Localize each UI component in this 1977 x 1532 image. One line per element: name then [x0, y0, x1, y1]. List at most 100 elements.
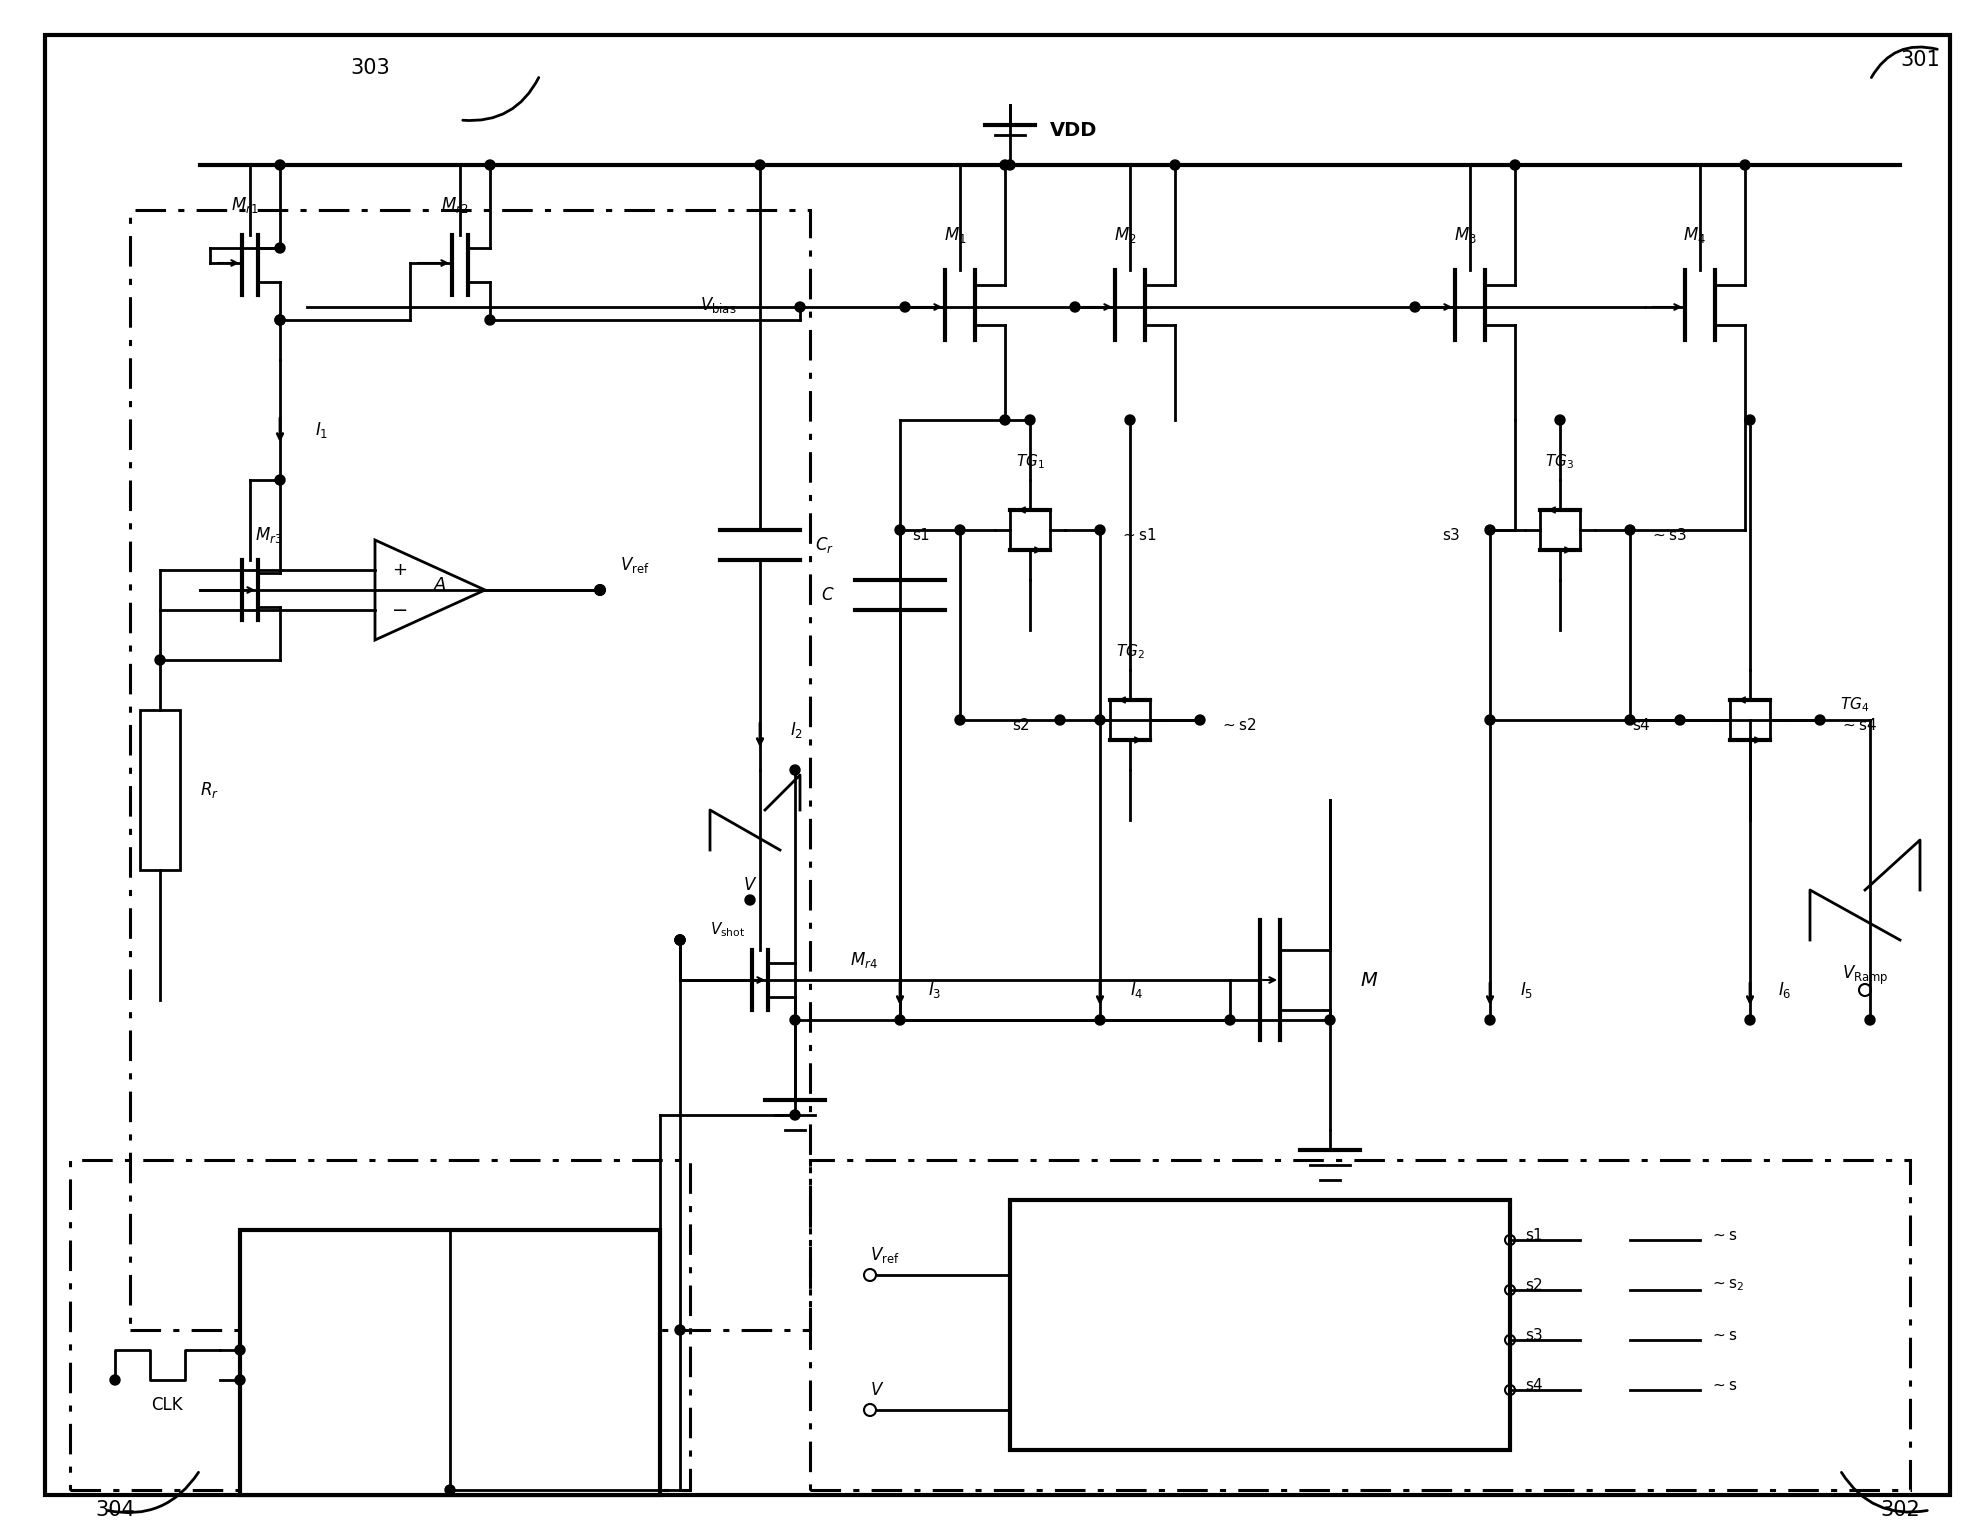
Text: $\mathit{I}_3$: $\mathit{I}_3$: [927, 980, 941, 1000]
Text: $M_4$: $M_4$: [1684, 225, 1706, 245]
Circle shape: [1226, 1016, 1236, 1025]
Text: $V_{\rm Ramp}$: $V_{\rm Ramp}$: [1843, 964, 1888, 987]
Circle shape: [484, 316, 494, 325]
Circle shape: [791, 1016, 801, 1025]
Circle shape: [896, 1016, 905, 1025]
Circle shape: [1004, 159, 1014, 170]
Text: $\mathit{I}_1$: $\mathit{I}_1$: [314, 420, 328, 440]
Text: $V$: $V$: [870, 1380, 884, 1399]
Circle shape: [955, 525, 965, 535]
Circle shape: [1070, 302, 1079, 313]
Text: −: −: [391, 601, 407, 619]
Text: $\sim$s2: $\sim$s2: [1220, 717, 1257, 732]
Text: s4: s4: [1633, 717, 1651, 732]
Text: $\mathit{I}_5$: $\mathit{I}_5$: [1520, 980, 1534, 1000]
Text: $TG_3$: $TG_3$: [1546, 452, 1574, 472]
Bar: [130, 210, 811, 1330]
Text: $V_{\rm bias}$: $V_{\rm bias}$: [700, 296, 737, 316]
Circle shape: [1510, 159, 1520, 170]
Circle shape: [674, 1325, 684, 1334]
Text: $V_{\rm shot}$: $V_{\rm shot}$: [710, 921, 745, 939]
Text: s3: s3: [1524, 1328, 1542, 1342]
Circle shape: [111, 1376, 121, 1385]
Circle shape: [1675, 715, 1684, 725]
Text: $TG_2$: $TG_2$: [1115, 642, 1145, 662]
Text: $\sim$s1: $\sim$s1: [1121, 527, 1157, 542]
Circle shape: [275, 316, 285, 325]
Circle shape: [674, 935, 684, 945]
Text: s1: s1: [911, 527, 929, 542]
Text: s2: s2: [1012, 717, 1030, 732]
Text: $V$: $V$: [743, 876, 757, 895]
Circle shape: [1095, 1016, 1105, 1025]
Text: $C_r$: $C_r$: [815, 535, 834, 555]
Circle shape: [1056, 715, 1066, 725]
Circle shape: [1095, 715, 1105, 725]
Text: $M_{r3}$: $M_{r3}$: [255, 525, 283, 545]
Text: $\sim$s: $\sim$s: [1710, 1227, 1738, 1242]
Text: $M_2$: $M_2$: [1113, 225, 1137, 245]
Text: $V_{\rm ref}$: $V_{\rm ref}$: [870, 1246, 900, 1265]
Circle shape: [595, 585, 605, 594]
Text: A: A: [433, 576, 447, 594]
Circle shape: [275, 316, 285, 325]
Circle shape: [1556, 415, 1566, 424]
Text: 303: 303: [350, 58, 389, 78]
Text: $\sim$s$_2$: $\sim$s$_2$: [1710, 1278, 1744, 1293]
Text: $TG_4$: $TG_4$: [1841, 696, 1868, 714]
Text: 301: 301: [1900, 51, 1939, 70]
Text: $\sim$s: $\sim$s: [1710, 1377, 1738, 1393]
Circle shape: [900, 302, 909, 313]
Circle shape: [1325, 1016, 1334, 1025]
Text: s1: s1: [1524, 1227, 1542, 1242]
Text: $\sim$s4: $\sim$s4: [1841, 717, 1878, 732]
Text: VDD: VDD: [1050, 121, 1097, 139]
Circle shape: [1095, 525, 1105, 535]
Text: $\mathit{I}_4$: $\mathit{I}_4$: [1131, 980, 1143, 1000]
Text: $M_{r2}$: $M_{r2}$: [441, 195, 469, 214]
Circle shape: [1000, 159, 1010, 170]
Text: $M_{r1}$: $M_{r1}$: [231, 195, 259, 214]
Text: $\sim$s3: $\sim$s3: [1651, 527, 1686, 542]
Circle shape: [896, 525, 905, 535]
Circle shape: [1000, 415, 1010, 424]
Circle shape: [795, 302, 805, 313]
Text: $\mathit{I}_2$: $\mathit{I}_2$: [791, 720, 803, 740]
Text: s3: s3: [1443, 527, 1459, 542]
Circle shape: [674, 935, 684, 945]
Text: +: +: [393, 561, 407, 579]
Circle shape: [275, 159, 285, 170]
Text: $V_{\rm ref}$: $V_{\rm ref}$: [621, 555, 650, 574]
Bar: [239, 1230, 660, 1495]
Circle shape: [674, 935, 684, 945]
Bar: [1010, 1200, 1510, 1449]
Circle shape: [275, 475, 285, 486]
Text: $\mathit{I}_6$: $\mathit{I}_6$: [1777, 980, 1791, 1000]
Text: 302: 302: [1880, 1500, 1920, 1520]
Circle shape: [235, 1376, 245, 1385]
Text: $\sim$s: $\sim$s: [1710, 1328, 1738, 1342]
Circle shape: [745, 895, 755, 905]
Circle shape: [1170, 159, 1180, 170]
Circle shape: [1625, 525, 1635, 535]
Circle shape: [1864, 1016, 1874, 1025]
Circle shape: [791, 764, 801, 775]
Text: CLK: CLK: [150, 1396, 182, 1414]
Circle shape: [1485, 525, 1495, 535]
Text: $TG_1$: $TG_1$: [1016, 452, 1044, 472]
Text: $M_{r4}$: $M_{r4}$: [850, 950, 878, 970]
Circle shape: [1746, 415, 1756, 424]
Circle shape: [154, 656, 164, 665]
Circle shape: [1625, 715, 1635, 725]
Circle shape: [1485, 1016, 1495, 1025]
Circle shape: [1194, 715, 1206, 725]
Circle shape: [275, 244, 285, 253]
Circle shape: [1024, 415, 1036, 424]
Circle shape: [1746, 1016, 1756, 1025]
Text: $M_1$: $M_1$: [943, 225, 967, 245]
Circle shape: [445, 1485, 455, 1495]
Circle shape: [1815, 715, 1825, 725]
Text: $M_3$: $M_3$: [1453, 225, 1477, 245]
Circle shape: [791, 1111, 801, 1120]
Text: 304: 304: [95, 1500, 134, 1520]
